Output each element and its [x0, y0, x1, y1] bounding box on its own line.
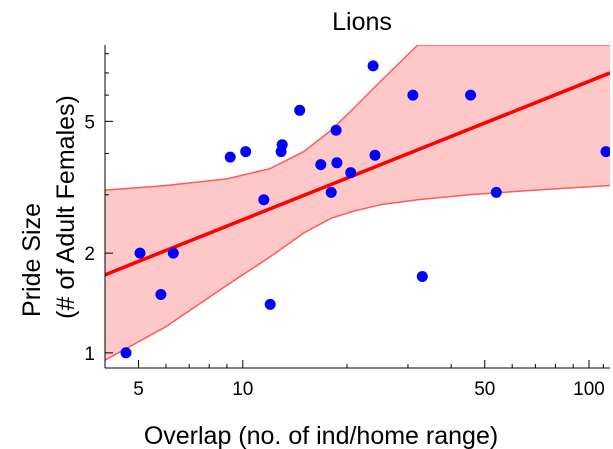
data-point	[240, 146, 252, 158]
plot-inner	[105, 45, 610, 361]
chart-title: Lions	[332, 8, 392, 36]
data-point	[224, 151, 236, 163]
y-tick-label: 5	[84, 112, 95, 133]
x-tick-label: 5	[133, 379, 144, 400]
x-tick-label: 10	[232, 379, 253, 400]
data-point	[367, 60, 379, 72]
data-point	[258, 194, 270, 206]
data-point	[407, 89, 419, 101]
data-point	[315, 159, 327, 171]
data-point	[465, 89, 477, 101]
data-point	[600, 146, 610, 158]
confidence-band	[105, 45, 610, 361]
data-point	[134, 247, 146, 259]
y-axis-label-line-1: Pride Size	[18, 203, 46, 317]
data-point	[331, 157, 343, 169]
data-point	[167, 247, 179, 259]
x-tick-label: 50	[474, 379, 495, 400]
y-tick-label: 2	[84, 244, 95, 265]
plot-area: 5 10 50 100 1 2 5	[84, 45, 610, 400]
data-point	[369, 149, 381, 161]
data-point	[325, 186, 337, 198]
data-point	[276, 139, 288, 151]
band-upper-edge	[105, 45, 610, 191]
band-lower-edge	[105, 184, 610, 361]
data-point	[294, 104, 306, 116]
data-point	[490, 186, 502, 198]
data-point	[264, 298, 276, 310]
x-tick-label: 100	[573, 379, 605, 400]
data-point	[416, 271, 428, 282]
data-point	[120, 347, 132, 359]
x-axis-label: Overlap (no. of ind/home range)	[144, 422, 498, 449]
y-axis-label-line-2: (# of Adult Females)	[52, 95, 80, 319]
data-point	[330, 124, 342, 136]
y-tick-label: 1	[84, 344, 95, 365]
data-point	[345, 167, 357, 179]
data-point	[155, 289, 167, 300]
regression-line	[105, 71, 610, 277]
